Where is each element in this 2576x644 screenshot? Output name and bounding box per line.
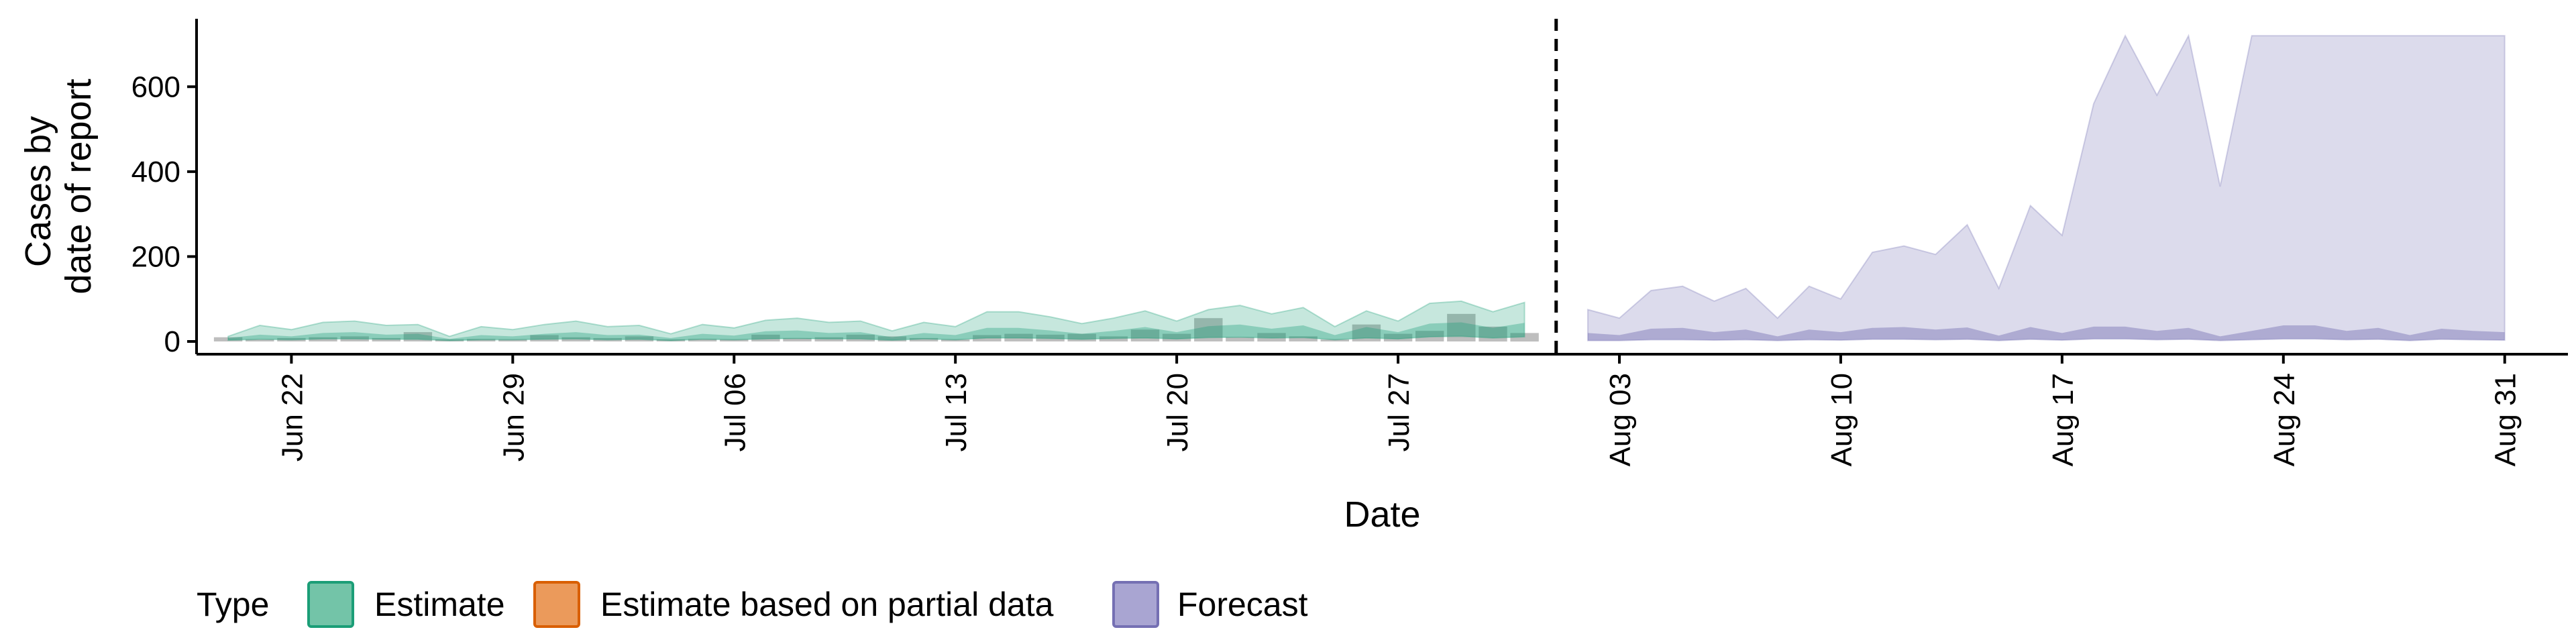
x-axis-title: Date [1344, 494, 1420, 535]
reported-case-bar [593, 337, 622, 341]
reported-case-bar [751, 334, 780, 341]
x-tick-label: Jun 29 [497, 373, 530, 462]
reported-case-bar [561, 337, 590, 341]
x-tick-label: Jul 13 [940, 373, 973, 451]
reported-case-bar [1067, 333, 1096, 341]
x-tick-label: Aug 24 [2268, 373, 2301, 466]
reported-case-bar [1352, 324, 1381, 341]
reported-case-bar [403, 332, 433, 341]
reported-case-bar [1510, 333, 1539, 342]
reported-case-bar [1194, 318, 1223, 341]
reported-case-bar [1004, 333, 1033, 341]
estimate-50-interval [228, 322, 1525, 341]
reported-case-bar [625, 336, 654, 341]
reported-case-bar [688, 339, 717, 341]
reported-case-bar [973, 335, 1002, 341]
legend-label-0: Estimate [374, 586, 505, 623]
reported-case-bar [1289, 336, 1318, 341]
y-axis-title-line-1: Cases by [18, 116, 58, 267]
x-ticks: Jun 22 Jun 29 Jul 06 Jul 13 Jul 20 Jul 27 Aug … [276, 354, 2522, 466]
reported-case-bar [435, 339, 464, 341]
y-axis-title-line-2: date of report [58, 78, 99, 294]
legend-key-1 [533, 581, 580, 628]
forecast-50-interval [1587, 325, 2505, 341]
legend-label-2: Forecast [1177, 586, 1308, 623]
y-tick-label: 0 [164, 325, 180, 358]
reported-case-bar [1226, 337, 1254, 341]
reported-case-bar [783, 337, 812, 341]
reported-case-bar [1099, 336, 1128, 341]
legend-title: Type [197, 586, 269, 623]
estimate-forecast-bands [227, 34, 2506, 341]
reported-case-bar [1383, 333, 1413, 341]
reported-case-bar [720, 339, 749, 341]
x-tick-label: Aug 03 [1604, 373, 1637, 466]
x-tick-label: Jul 06 [718, 373, 751, 451]
reported-case-bar [877, 336, 907, 341]
estimate-90-interval [227, 300, 1525, 341]
reported-case-bar [1320, 339, 1349, 341]
legend-key-2 [1112, 581, 1159, 628]
x-tick-label: Aug 17 [2047, 373, 2080, 466]
legend-label-1: Estimate based on partial data [600, 586, 1054, 623]
reported-case-bar [846, 334, 875, 341]
reported-case-bar [814, 337, 843, 341]
reported-case-bar [498, 339, 527, 341]
plot-area [213, 19, 2506, 354]
y-tick-label: 600 [131, 70, 180, 103]
x-tick-label: Jun 22 [276, 373, 309, 462]
x-tick-label: Jul 20 [1161, 373, 1194, 451]
reported-case-bar [1130, 329, 1160, 341]
x-tick-label: Jul 27 [1383, 373, 1415, 451]
x-tick-label: Aug 10 [1825, 373, 1858, 466]
reported-case-bar [1447, 313, 1476, 341]
reported-case-bar [1479, 326, 1507, 342]
legend-key-0 [307, 581, 354, 628]
reported-case-bars [213, 313, 1539, 342]
y-tick-label: 400 [131, 156, 180, 189]
reported-case-bar [656, 339, 686, 341]
y-ticks: 0 200 400 600 [131, 70, 197, 358]
reported-case-bar [309, 337, 337, 341]
reported-case-bar [530, 335, 559, 341]
forecast-90-interval [1587, 34, 2506, 341]
reported-case-bar [277, 337, 306, 341]
reported-case-bar [467, 339, 496, 341]
reported-case-bar [1036, 334, 1065, 341]
reported-case-bar [213, 337, 243, 341]
reported-case-bar [1415, 331, 1444, 341]
axes: 0 200 400 600 Jun 22 Jun 29 Jul 06 Jul 13 Jul 2… [131, 19, 2568, 466]
x-tick-label: Aug 31 [2489, 373, 2522, 466]
y-axis-title: Cases by date of report [18, 78, 99, 294]
reported-case-bar [372, 337, 400, 341]
reported-case-bar [941, 339, 970, 341]
reported-case-bar [909, 337, 938, 341]
reported-case-bar [340, 336, 369, 341]
reported-case-bar [1162, 333, 1191, 341]
reported-case-bar [246, 339, 274, 341]
y-tick-label: 200 [131, 240, 180, 273]
legend: Type Estimate Estimate based on partial d… [197, 581, 1308, 628]
reported-case-bar [1257, 333, 1286, 342]
